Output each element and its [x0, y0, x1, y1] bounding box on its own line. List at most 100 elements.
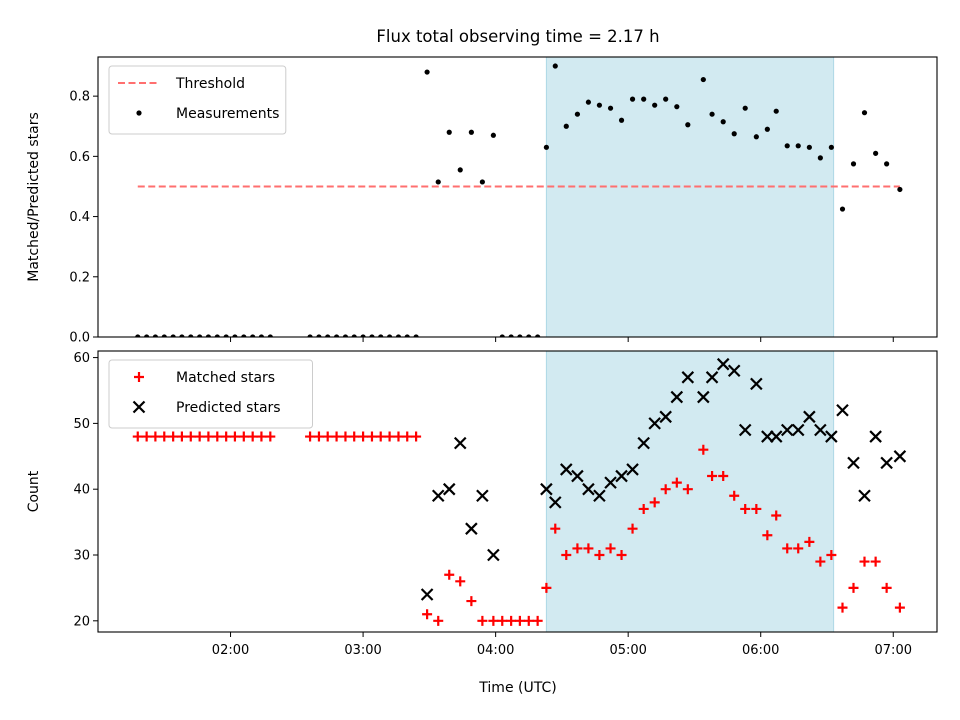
predicted-stars-point [604, 476, 617, 489]
measurements-point [652, 102, 658, 108]
predicted-stars-point [769, 430, 783, 443]
predicted-stars-point [750, 377, 763, 391]
measurements-point [457, 167, 463, 173]
matched-stars-point [793, 543, 804, 554]
matched-stars-point [256, 431, 267, 442]
matched-stars-point [497, 615, 508, 626]
measurements-point [535, 334, 541, 337]
measurements-point [764, 126, 770, 132]
y-tick-label: 0.4 [69, 210, 90, 225]
y-tick-label: 0.0 [69, 331, 90, 346]
measurements-point [806, 144, 812, 150]
matched-stars-point [411, 431, 422, 442]
matched-stars-point [422, 609, 433, 620]
measurements-point [468, 129, 474, 135]
predicted-stars-point [893, 450, 907, 463]
measurements-point [517, 334, 523, 337]
measurements-point [446, 129, 452, 135]
measurements-point [435, 179, 441, 185]
matched-stars-point [514, 615, 525, 626]
axes-frame [97, 350, 938, 633]
matched-stars-point [870, 556, 881, 567]
matched-stars-point [859, 556, 870, 567]
matched-stars-point [203, 431, 214, 442]
predicted-stars-point [858, 489, 871, 503]
matched-stars-point [176, 431, 187, 442]
measurements-point [241, 334, 247, 337]
predicted-stars-point [548, 496, 562, 509]
y-tick-label: 0.6 [69, 150, 90, 165]
measurements-point [685, 122, 691, 128]
matched-stars-point [616, 550, 627, 561]
measurements-point [214, 334, 220, 337]
legend-label: Matched stars [176, 370, 275, 386]
measurements-point [839, 206, 846, 212]
measurements-point [629, 96, 636, 102]
measurements-point [378, 334, 384, 337]
measurements-point [333, 334, 340, 337]
measurements-point [197, 334, 203, 337]
matched-stars-point [221, 431, 232, 442]
x-tick-label: 07:00 [875, 643, 912, 658]
x-tick-label: 05:00 [609, 643, 646, 658]
measurements-point [232, 334, 238, 337]
y-axis-label: Count [26, 470, 42, 512]
measurements-point [135, 334, 141, 337]
measurements-point [499, 334, 505, 337]
matched-stars-point [132, 431, 143, 442]
measurements-point [351, 334, 357, 337]
legend-label: Threshold [175, 76, 245, 92]
matched-stars-point [771, 510, 782, 521]
measurements-point [817, 155, 823, 161]
matched-stars-point [740, 503, 751, 514]
matched-stars-point [141, 431, 152, 442]
predicted-stars-point [593, 489, 606, 503]
matched-stars-point [402, 431, 413, 442]
measurements-point [574, 111, 581, 117]
measurements-point [161, 334, 167, 337]
measurements-point [152, 334, 158, 337]
measurements-point [508, 334, 514, 337]
matched-stars-point [322, 431, 333, 442]
matched-stars-point [894, 602, 905, 613]
matched-stars-point [605, 543, 616, 554]
observing-interval-shade [545, 57, 835, 337]
matched-stars-point [561, 550, 572, 561]
matched-stars-point [594, 550, 605, 561]
predicted-stars-point [420, 588, 434, 601]
measurements-point [861, 110, 868, 116]
matched-stars-point [229, 431, 240, 442]
matched-stars-point [305, 431, 316, 442]
predicted-stars-point [727, 364, 741, 378]
matched-stars-point [848, 582, 859, 593]
matched-stars-point [265, 431, 276, 442]
predicted-stars-point [738, 423, 752, 437]
predicted-stars-point [648, 417, 661, 430]
predicted-stars-point [825, 430, 838, 443]
matched-stars-point [238, 431, 249, 442]
measurements-point [884, 161, 890, 167]
axes-frame [97, 56, 938, 338]
predicted-stars-point [465, 522, 478, 535]
matched-stars-point [366, 431, 377, 442]
measurements-point [663, 96, 669, 102]
measurements-point [386, 334, 393, 337]
matched-stars-point [826, 550, 837, 561]
measurements-point [325, 334, 331, 337]
measurements-point [316, 334, 322, 337]
matched-stars-point [168, 431, 179, 442]
measurements-point [897, 186, 903, 193]
y-axis-label: Matched/Predicted stars [26, 112, 42, 282]
measurements-point [731, 131, 737, 137]
predicted-stars-point [476, 489, 489, 503]
measurements-point [479, 179, 485, 185]
y-tick-label: 20 [73, 614, 90, 629]
x-tick-label: 02:00 [212, 643, 249, 658]
measurements-point [490, 132, 496, 138]
matched-stars-point [881, 582, 892, 593]
matched-stars-point [751, 503, 762, 514]
predicted-stars-point [626, 463, 639, 476]
predicted-stars-point [559, 463, 573, 476]
measurements-point [250, 334, 256, 337]
measurements-point [607, 105, 614, 111]
